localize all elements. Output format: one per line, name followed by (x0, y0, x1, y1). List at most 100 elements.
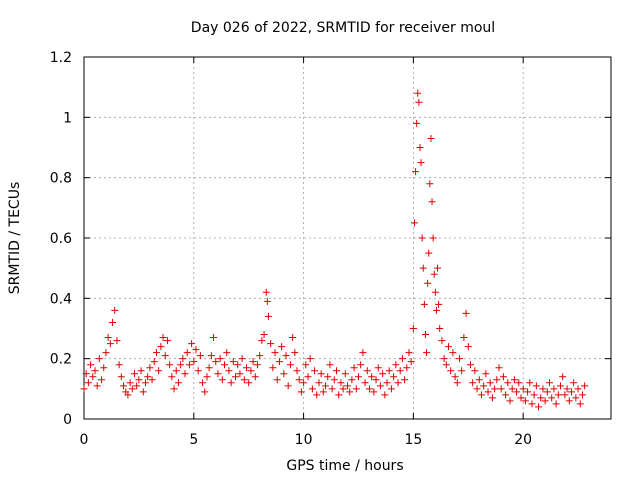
data-point (89, 373, 97, 381)
data-point (510, 376, 518, 384)
data-point (168, 373, 176, 381)
data-point (115, 361, 123, 369)
data-point (139, 388, 147, 396)
data-point (521, 397, 529, 405)
data-point (449, 349, 457, 357)
data-point (333, 367, 341, 375)
data-point (412, 168, 420, 176)
data-point (499, 373, 507, 381)
data-point (495, 364, 503, 372)
data-point (141, 379, 149, 387)
data-point (152, 349, 160, 357)
data-point (424, 279, 432, 287)
data-point (365, 385, 373, 393)
data-point (339, 385, 347, 393)
data-point (150, 358, 158, 366)
data-point (515, 379, 523, 387)
data-point (469, 379, 477, 387)
data-point (146, 364, 154, 372)
data-point (137, 367, 145, 375)
data-point (84, 379, 92, 387)
data-point (539, 385, 547, 393)
data-point (460, 334, 468, 342)
data-point (519, 385, 527, 393)
data-point (513, 388, 521, 396)
data-point (405, 349, 413, 357)
data-point (278, 343, 286, 351)
data-point (212, 358, 220, 366)
data-point (368, 373, 376, 381)
chart-title: Day 026 of 2022, SRMTID for receiver mou… (191, 20, 495, 36)
y-axis-label: SRMTID / TECUs (7, 182, 23, 295)
data-point (133, 382, 141, 390)
data-point (552, 400, 560, 408)
data-point (418, 234, 426, 242)
x-tick-label: 20 (514, 432, 532, 448)
data-point (242, 364, 250, 372)
data-point (144, 373, 152, 381)
data-point (216, 355, 224, 363)
data-point (163, 337, 171, 345)
data-point (420, 300, 428, 308)
data-point (376, 382, 384, 390)
data-point (185, 361, 193, 369)
data-point (271, 349, 279, 357)
y-tick-label: 1.2 (50, 50, 72, 66)
data-point (100, 364, 108, 372)
data-point (192, 346, 200, 354)
data-point (447, 367, 455, 375)
data-point (102, 349, 110, 357)
data-point (95, 355, 103, 363)
data-point (234, 361, 242, 369)
data-point (210, 334, 218, 342)
data-point (302, 361, 310, 369)
data-point (258, 337, 266, 345)
data-point (425, 249, 433, 257)
data-point (260, 331, 268, 339)
data-point (407, 358, 415, 366)
data-point (482, 370, 490, 378)
data-point (236, 370, 244, 378)
data-point (486, 379, 494, 387)
data-point (426, 180, 434, 188)
data-point (183, 349, 191, 357)
data-point (493, 376, 501, 384)
data-point (335, 391, 343, 399)
data-point (286, 361, 294, 369)
data-point (508, 385, 516, 393)
data-point (432, 306, 440, 314)
data-point (284, 382, 292, 390)
data-point (317, 370, 325, 378)
data-point (543, 388, 551, 396)
data-point (159, 334, 167, 342)
data-point (361, 379, 369, 387)
data-point (300, 379, 308, 387)
data-point (576, 400, 584, 408)
y-tick-label: 0.2 (50, 352, 72, 368)
data-point (126, 379, 134, 387)
data-point (117, 373, 125, 381)
data-point (306, 355, 314, 363)
data-point (455, 355, 463, 363)
y-tick-label: 0 (63, 412, 72, 428)
data-point (269, 364, 277, 372)
data-point (480, 382, 488, 390)
data-point (427, 134, 435, 142)
data-point (245, 379, 253, 387)
data-point (442, 361, 450, 369)
data-point (537, 394, 545, 402)
data-point (346, 388, 354, 396)
data-point (572, 394, 580, 402)
data-point (374, 364, 382, 372)
data-point (113, 337, 121, 345)
data-point (409, 325, 417, 332)
data-point (413, 119, 421, 127)
data-point (313, 391, 321, 399)
data-point (581, 382, 589, 390)
data-point (528, 400, 536, 408)
data-point (417, 159, 425, 167)
axis-ticks: 0 5 10 15 20 0 0.2 0.4 0.6 0.8 1 1.2 (50, 50, 611, 448)
data-point (135, 376, 143, 384)
data-point (475, 376, 483, 384)
data-point (352, 385, 360, 393)
